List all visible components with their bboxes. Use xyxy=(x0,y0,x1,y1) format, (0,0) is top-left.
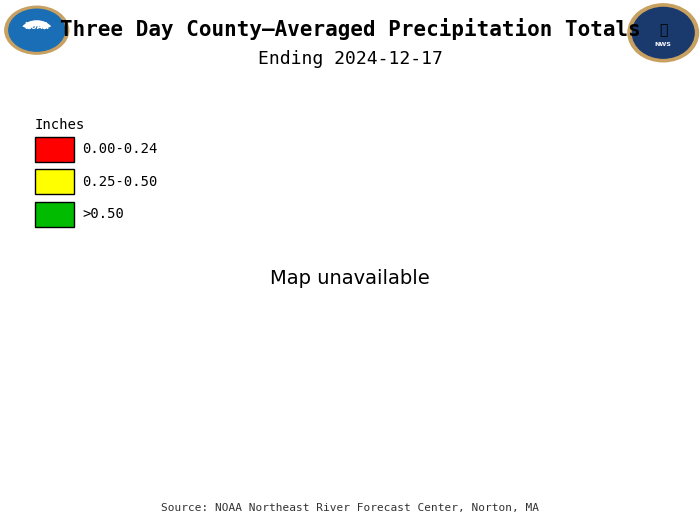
Text: Inches: Inches xyxy=(35,118,85,132)
Text: 0.25-0.50: 0.25-0.50 xyxy=(82,175,158,188)
Text: NOAA: NOAA xyxy=(25,22,49,30)
Circle shape xyxy=(628,4,699,62)
Text: >0.50: >0.50 xyxy=(82,207,124,221)
Circle shape xyxy=(5,6,69,54)
Circle shape xyxy=(9,9,64,51)
Text: Ending 2024-12-17: Ending 2024-12-17 xyxy=(258,50,442,68)
Text: NWS: NWS xyxy=(654,43,672,47)
Text: 0.00-0.24: 0.00-0.24 xyxy=(82,142,158,156)
Text: Three Day County–Averaged Precipitation Totals: Three Day County–Averaged Precipitation … xyxy=(60,18,640,40)
Wedge shape xyxy=(22,20,51,29)
Circle shape xyxy=(632,7,694,58)
Text: Map unavailable: Map unavailable xyxy=(270,269,430,288)
Text: ⛈: ⛈ xyxy=(659,23,667,37)
Text: Source: NOAA Northeast River Forecast Center, Norton, MA: Source: NOAA Northeast River Forecast Ce… xyxy=(161,503,539,513)
